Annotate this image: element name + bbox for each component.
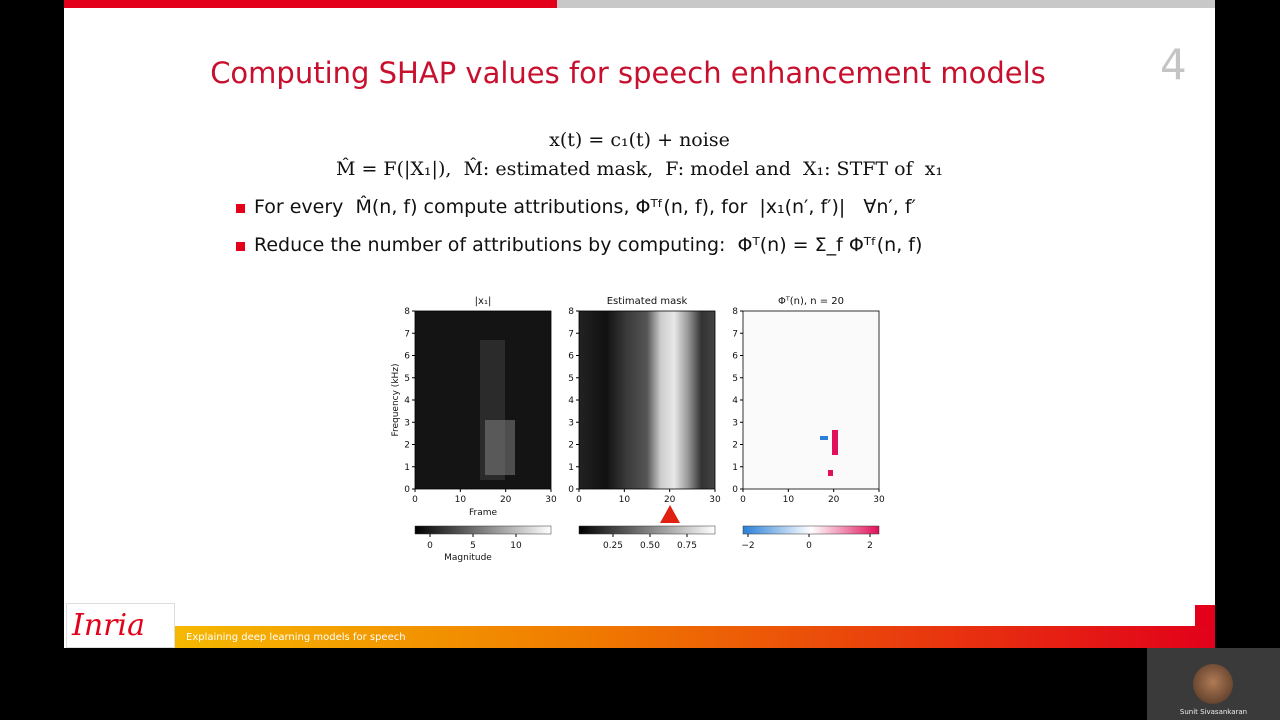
colorbar-tick-label: 0 — [806, 541, 812, 551]
attribution-detail — [820, 436, 828, 440]
x-tick-label: 0 — [740, 495, 746, 505]
footer-text: Explaining deep learning models for spee… — [186, 632, 406, 643]
x-axis-label: Frame — [469, 508, 498, 518]
y-tick-label: 1 — [568, 463, 574, 473]
colorbar-tick-label: 10 — [510, 541, 522, 551]
y-tick-label: 4 — [404, 396, 410, 406]
y-tick-label: 7 — [568, 329, 574, 339]
x-tick-label: 30 — [709, 495, 721, 505]
y-tick-label: 1 — [404, 463, 410, 473]
logo-box — [66, 603, 175, 648]
y-tick-label: 3 — [568, 418, 574, 428]
y-tick-label: 5 — [568, 374, 574, 384]
colorbar-tick-label: 0.50 — [640, 541, 660, 551]
slide-title: Computing SHAP values for speech enhance… — [210, 56, 1046, 90]
y-tick-label: 3 — [404, 418, 410, 428]
y-tick-label: 7 — [732, 329, 738, 339]
x-tick-label: 20 — [500, 495, 512, 505]
y-tick-label: 8 — [568, 307, 574, 317]
panel-title: Estimated mask — [607, 296, 688, 307]
x-tick-label: 0 — [576, 495, 582, 505]
y-tick-label: 2 — [404, 441, 410, 451]
panel-title: Φᵀ(n), n = 20 — [778, 296, 844, 307]
bullet-marker — [236, 242, 245, 251]
y-tick-label: 6 — [568, 352, 574, 362]
y-tick-label: 6 — [404, 352, 410, 362]
colorbar-tick-label: 0 — [427, 541, 433, 551]
y-tick-label: 2 — [568, 441, 574, 451]
colorbar-tick-label: 0.75 — [677, 541, 697, 551]
progress-rest — [557, 0, 1215, 8]
y-tick-label: 6 — [732, 352, 738, 362]
y-tick-label: 0 — [732, 485, 738, 495]
colorbar-tick-label: 0.25 — [603, 541, 623, 551]
x-tick-label: 30 — [545, 495, 557, 505]
colorbar — [414, 525, 552, 535]
spectrogram-detail — [485, 420, 515, 475]
x-tick-label: 10 — [783, 495, 795, 505]
y-tick-label: 5 — [732, 374, 738, 384]
colorbar — [578, 525, 716, 535]
page-number: 4 — [1160, 40, 1187, 89]
y-tick-label: 4 — [568, 396, 574, 406]
colorbar-tick-label: 5 — [470, 541, 476, 551]
y-tick-label: 4 — [732, 396, 738, 406]
y-tick-label: 7 — [404, 329, 410, 339]
colorbar-tick-label: −2 — [741, 541, 754, 551]
y-tick-label: 3 — [732, 418, 738, 428]
x-tick-label: 10 — [455, 495, 467, 505]
x-tick-label: 30 — [873, 495, 885, 505]
equation: x(t) = c₁(t) + noise — [549, 129, 730, 151]
x-tick-label: 10 — [619, 495, 631, 505]
attribution-detail — [828, 470, 833, 476]
y-tick-label: 8 — [732, 307, 738, 317]
mask-image — [579, 311, 715, 489]
panel-title: |x₁| — [475, 296, 492, 307]
progress-done — [64, 0, 557, 8]
y-tick-label: 8 — [404, 307, 410, 317]
equation: M̂ = F(|X₁|), M̂: estimated mask, F: mod… — [335, 158, 944, 180]
pointer — [660, 505, 680, 523]
bullet-marker — [236, 204, 245, 213]
logo: Inria — [72, 608, 145, 643]
participant-name: Sunit Sivasankaran — [1179, 708, 1248, 716]
x-tick-label: 0 — [412, 495, 418, 505]
footer-bar — [175, 626, 1215, 648]
y-tick-label: 1 — [732, 463, 738, 473]
bullet: Reduce the number of attributions by com… — [254, 234, 923, 256]
y-tick-label: 5 — [404, 374, 410, 384]
colorbar — [742, 525, 880, 535]
x-tick-label: 20 — [664, 495, 676, 505]
x-tick-label: 20 — [828, 495, 840, 505]
attribution-image — [743, 311, 879, 489]
y-tick-label: 2 — [732, 441, 738, 451]
y-axis-label: Frequency (kHz) — [391, 363, 401, 436]
bullet: For every M̂(n, f) compute attributions,… — [254, 196, 916, 218]
y-tick-label: 0 — [404, 485, 410, 495]
y-tick-label: 0 — [568, 485, 574, 495]
colorbar-label: Magnitude — [444, 553, 492, 563]
footer-corner — [1195, 605, 1215, 626]
avatar — [1193, 664, 1233, 704]
attribution-detail — [832, 430, 838, 455]
colorbar-tick-label: 2 — [867, 541, 873, 551]
